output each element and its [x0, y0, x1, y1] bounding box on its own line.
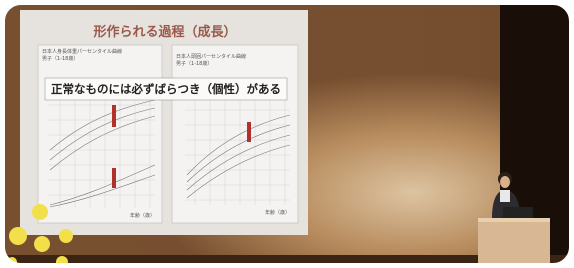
photo: 形作られる過程（成長） 日本人身長体重パーセンタイル曲線 男子（1-18歳） 年… [0, 0, 574, 268]
panel-bg [172, 45, 298, 223]
x-axis-label: 年齢（歳） [130, 212, 155, 219]
podium [478, 218, 550, 266]
scene: 形作られる過程（成長） 日本人身長体重パーセンタイル曲線 男子（1-18歳） 年… [0, 0, 574, 268]
panel-subheading: 男子（1-18歳） [176, 60, 212, 67]
range-marker [112, 105, 116, 127]
panel-subheading: 男子（1-18歳） [42, 55, 78, 62]
chart-panel: 日本人身長体重パーセンタイル曲線 男子（1-18歳） 年齢（歳） [38, 45, 162, 223]
podium-top [478, 218, 550, 222]
range-marker [112, 168, 116, 188]
caption: 正常なものには必ずばらつき（個性）がある [51, 82, 281, 96]
range-marker [247, 122, 251, 142]
panel-heading: 日本人頭囲パーセンタイル曲線 [176, 53, 246, 60]
slide-title: 形作られる過程（成長） [93, 24, 236, 40]
laptop [503, 207, 533, 219]
chart-panel: 日本人頭囲パーセンタイル曲線 男子（1-18歳） 年齢（歳） [172, 45, 298, 223]
page: 形作られる過程（成長） 日本人身長体重パーセンタイル曲線 男子（1-18歳） 年… [0, 0, 574, 268]
panel-bg [38, 45, 162, 223]
x-axis-label: 年齢（歳） [265, 209, 290, 216]
panel-heading: 日本人身長体重パーセンタイル曲線 [42, 48, 122, 55]
